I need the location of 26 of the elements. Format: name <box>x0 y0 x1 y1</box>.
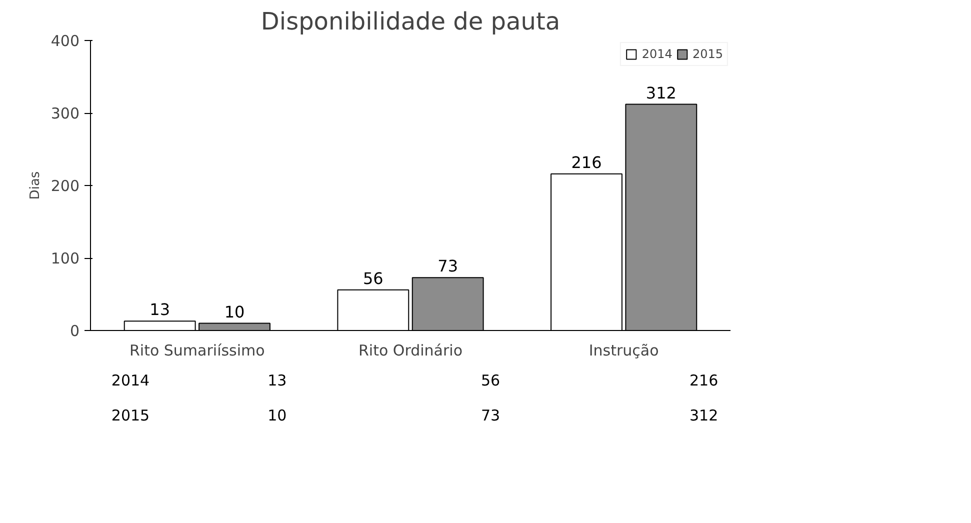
y-tick-label: 0 <box>70 322 80 340</box>
text: 2014 <box>111 372 150 390</box>
data-label: 13 <box>268 372 287 390</box>
x-tick-label: Rito Sumariíssimo <box>130 342 265 360</box>
data-label: 10 <box>268 406 287 424</box>
annotation: 10 <box>224 302 245 322</box>
data-label: 56 <box>480 372 500 390</box>
y-axis-title: Dias <box>28 171 43 200</box>
text: 2015 <box>111 406 150 424</box>
annotation: 56 <box>362 268 384 288</box>
data-label: 312 <box>690 406 718 424</box>
annotation: 216 <box>571 152 602 172</box>
data-label: 73 <box>480 406 500 424</box>
y-tick-label: 300 <box>50 104 80 122</box>
legend-label: 2015 <box>692 47 723 61</box>
y-tick-label: 400 <box>50 32 80 50</box>
annotation: 73 <box>438 256 458 276</box>
chart-title: Disponibilidade de pauta <box>260 8 560 36</box>
x-tick-label: Rito Ordinário <box>358 342 463 360</box>
legend-label: 2014 <box>642 47 672 61</box>
x-tick-label: Instrução <box>588 342 659 360</box>
data-label: 216 <box>690 372 718 390</box>
annotation: 312 <box>646 83 676 102</box>
y-tick-label: 200 <box>50 177 80 195</box>
annotation: 13 <box>150 300 170 320</box>
y-tick-label: 100 <box>50 250 80 268</box>
